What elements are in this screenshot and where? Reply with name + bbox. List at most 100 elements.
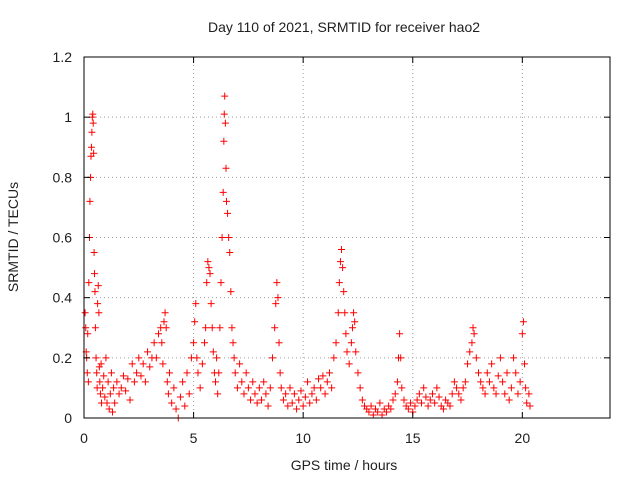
data-point — [96, 390, 104, 398]
data-point — [505, 396, 513, 404]
data-point — [420, 384, 428, 392]
data-point — [335, 279, 343, 287]
data-point — [84, 330, 92, 338]
data-point — [365, 408, 373, 416]
x-tick-label: 15 — [405, 430, 421, 446]
data-point — [323, 378, 331, 386]
axis-ticks — [83, 56, 610, 419]
data-point — [516, 378, 524, 386]
data-point — [330, 354, 338, 362]
data-point — [81, 309, 89, 317]
data-point — [431, 399, 439, 407]
x-axis-label: GPS time / hours — [291, 457, 398, 473]
data-point — [422, 393, 430, 401]
data-point — [202, 324, 210, 332]
data-point — [128, 360, 136, 368]
data-point — [198, 360, 206, 368]
y-tick-label: 1.2 — [53, 49, 73, 65]
data-point — [271, 324, 279, 332]
data-point — [387, 405, 395, 413]
data-point — [251, 390, 259, 398]
data-point — [163, 378, 171, 386]
data-point — [103, 399, 111, 407]
y-tick-label: 0 — [64, 410, 72, 426]
x-tick-labels: 0 5 10 15 20 — [80, 430, 530, 446]
data-point — [218, 234, 226, 241]
data-point — [418, 399, 426, 407]
data-point — [165, 369, 173, 377]
data-point — [338, 246, 346, 254]
data-point — [466, 348, 474, 356]
data-point — [358, 396, 366, 404]
data-point — [475, 369, 482, 377]
x-tick-label: 5 — [190, 430, 198, 446]
data-point — [96, 378, 104, 386]
data-point — [99, 384, 107, 392]
x-tick-label: 0 — [80, 430, 88, 446]
y-tick-label: 0.2 — [53, 350, 73, 366]
data-point — [369, 411, 377, 419]
y-tick-label: 1 — [64, 109, 72, 125]
data-point — [501, 390, 509, 398]
data-point — [207, 300, 215, 308]
data-point — [526, 402, 534, 410]
data-point — [181, 402, 189, 410]
data-point — [376, 399, 384, 407]
data-point — [249, 378, 257, 386]
data-point — [448, 390, 456, 398]
data-point — [85, 279, 93, 287]
data-point — [87, 143, 95, 151]
data-point — [110, 384, 118, 392]
data-point — [224, 209, 232, 217]
data-point — [286, 384, 294, 392]
data-point — [397, 354, 405, 362]
y-tick-label: 0.6 — [53, 230, 73, 246]
data-point — [345, 360, 353, 368]
data-point — [258, 396, 266, 404]
data-point — [521, 360, 529, 368]
data-point — [255, 384, 263, 392]
data-point — [295, 396, 303, 404]
data-point — [238, 378, 246, 386]
data-point — [221, 119, 229, 127]
data-point — [86, 197, 94, 205]
data-point — [209, 348, 217, 356]
data-point — [119, 372, 127, 380]
data-point — [378, 411, 386, 419]
data-point — [82, 324, 90, 332]
data-point — [160, 318, 168, 326]
data-point — [212, 378, 219, 386]
data-point — [499, 378, 507, 386]
data-point — [94, 300, 102, 308]
data-point — [325, 369, 333, 377]
data-point — [485, 378, 493, 386]
data-point — [340, 288, 348, 296]
data-point — [494, 372, 502, 380]
data-point — [213, 354, 221, 362]
data-point — [306, 399, 314, 407]
data-point — [336, 258, 344, 266]
data-point — [226, 249, 234, 257]
data-point — [104, 378, 112, 386]
data-point — [105, 405, 113, 413]
data-point — [455, 390, 463, 398]
data-point — [264, 402, 272, 410]
data-point — [354, 369, 362, 377]
data-point — [347, 339, 355, 347]
data-point — [404, 405, 412, 413]
data-point — [523, 399, 531, 407]
data-point — [236, 360, 244, 368]
data-point — [282, 390, 290, 398]
data-point — [176, 393, 184, 401]
data-point — [179, 378, 187, 386]
data-point — [315, 375, 323, 383]
data-point — [507, 384, 515, 392]
data-point — [214, 390, 222, 398]
data-point — [222, 164, 230, 172]
data-point — [510, 354, 518, 362]
data-point — [201, 339, 209, 347]
data-point — [382, 408, 390, 416]
data-point — [228, 324, 236, 332]
data-point — [262, 390, 270, 398]
data-point — [183, 369, 191, 377]
